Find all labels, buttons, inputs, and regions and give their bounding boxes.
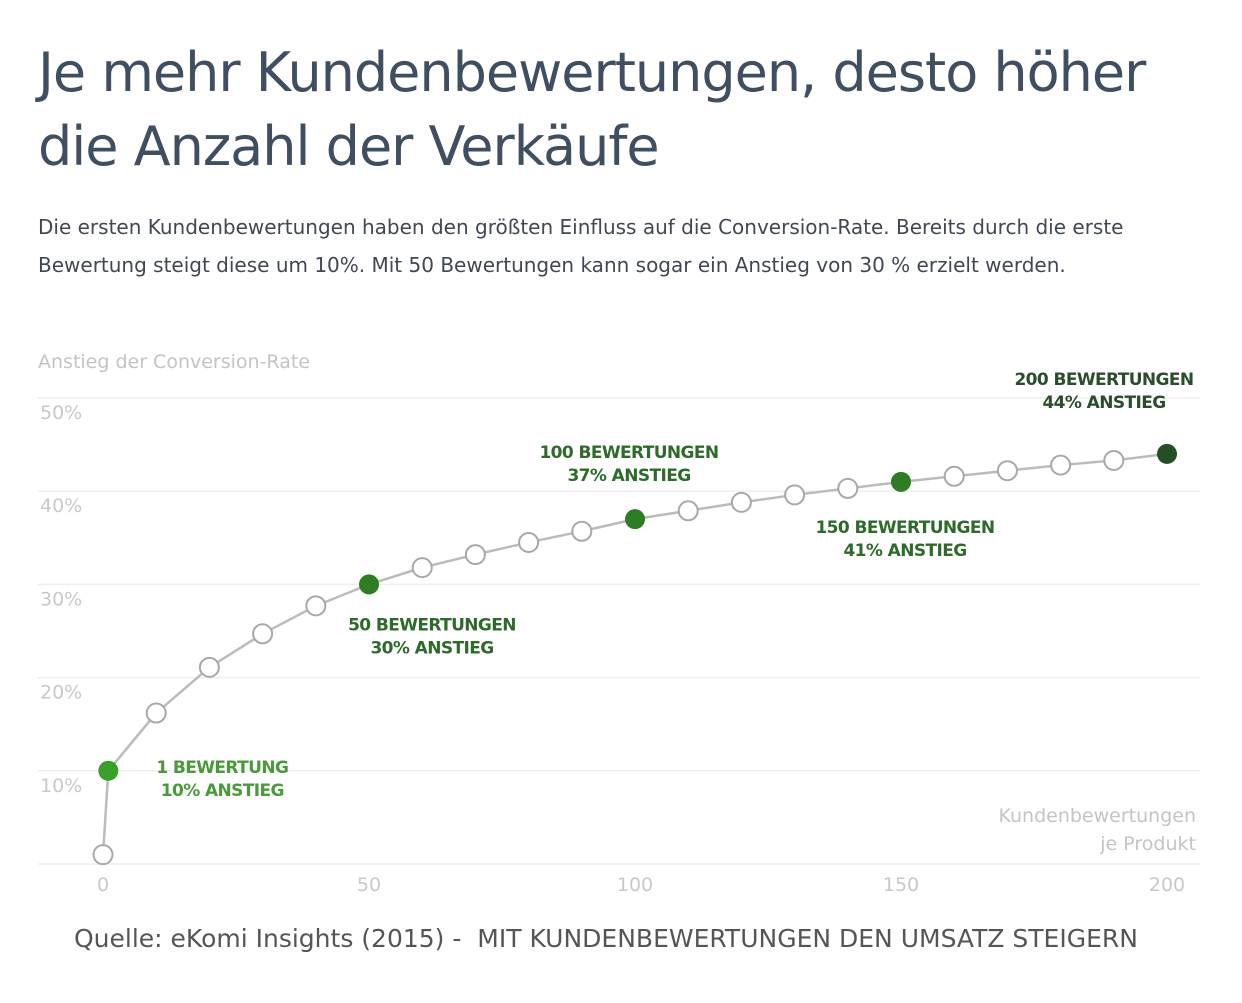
x-tick-label: 100 bbox=[617, 874, 653, 896]
annotation-label: 1 BEWERTUNG bbox=[156, 758, 288, 778]
data-point bbox=[464, 544, 486, 566]
data-point bbox=[943, 465, 965, 487]
data-point bbox=[677, 500, 699, 522]
grid-layer bbox=[38, 397, 1200, 865]
annotation-value: 37% ANSTIEG bbox=[567, 466, 690, 486]
chart-title: Je mehr Kundenbewertungen, desto höher d… bbox=[38, 36, 1218, 184]
conversion-chart: Anstieg der Conversion-Rate 10% 20% 30% 40%… bbox=[38, 351, 1200, 896]
chart-title-line1: Je mehr Kundenbewertungen, desto höher bbox=[38, 41, 1146, 104]
x-axis-label-line2: je Produkt bbox=[1099, 833, 1196, 855]
y-tick-label: 40% bbox=[40, 495, 82, 517]
data-point bbox=[1103, 449, 1125, 471]
data-point bbox=[411, 557, 433, 579]
highlight-point bbox=[625, 509, 645, 530]
chart-subtitle: Die ersten Kundenbewertungen haben den g… bbox=[38, 208, 1208, 284]
chart-subtitle-line1: Die ersten Kundenbewertungen haben den g… bbox=[38, 215, 1124, 239]
series-line bbox=[101, 452, 1168, 855]
y-tick-label: 10% bbox=[40, 775, 82, 797]
data-points bbox=[92, 443, 1177, 866]
annotation-label: 100 BEWERTUNGEN bbox=[539, 443, 718, 463]
data-point bbox=[571, 520, 593, 542]
y-tick-labels: 10% 20% 30% 40% 50% bbox=[40, 402, 82, 797]
x-tick-label: 50 bbox=[357, 874, 381, 896]
data-point bbox=[305, 595, 327, 617]
highlight-point bbox=[98, 760, 119, 781]
x-tick-labels: 0 50 100 150 200 bbox=[97, 874, 1185, 896]
annotation-value: 10% ANSTIEG bbox=[161, 781, 284, 801]
chart-subtitle-line2: Bewertung steigt diese um 10%. Mit 50 Be… bbox=[38, 253, 1066, 277]
data-point bbox=[145, 702, 167, 724]
y-tick-label: 20% bbox=[40, 682, 82, 704]
source-note: Quelle: eKomi Insights (2015) - MIT KUND… bbox=[74, 924, 1138, 953]
data-point bbox=[784, 484, 806, 506]
highlight-point bbox=[891, 471, 911, 492]
annotations: 1 BEWERTUNG 10% ANSTIEG 50 BEWERTUNGEN 30% … bbox=[156, 370, 1194, 801]
data-point bbox=[198, 656, 220, 678]
annotation-value: 30% ANSTIEG bbox=[370, 638, 493, 658]
annotation-label: 150 BEWERTUNGEN bbox=[815, 518, 994, 538]
annotation-value: 44% ANSTIEG bbox=[1042, 393, 1165, 413]
annotation-label: 200 BEWERTUNGEN bbox=[1014, 370, 1193, 390]
y-tick-label: 50% bbox=[40, 402, 82, 424]
data-point bbox=[92, 844, 114, 866]
annotation-label: 50 BEWERTUNGEN bbox=[348, 615, 516, 635]
highlight-point bbox=[1157, 443, 1177, 464]
data-point bbox=[730, 491, 752, 513]
x-tick-label: 150 bbox=[883, 874, 919, 896]
data-point bbox=[1050, 454, 1072, 476]
y-axis-label: Anstieg der Conversion-Rate bbox=[38, 351, 310, 373]
annotation-value: 41% ANSTIEG bbox=[843, 541, 966, 561]
highlight-point bbox=[359, 574, 379, 595]
x-tick-label: 0 bbox=[97, 874, 109, 896]
y-tick-label: 30% bbox=[40, 588, 82, 610]
x-tick-label: 200 bbox=[1149, 874, 1185, 896]
data-point bbox=[996, 460, 1018, 482]
data-point bbox=[518, 531, 540, 553]
x-axis-label-line1: Kundenbewertungen bbox=[998, 805, 1196, 827]
data-point bbox=[252, 623, 274, 645]
data-point bbox=[837, 477, 859, 499]
chart-title-line2: die Anzahl der Verkäufe bbox=[38, 115, 660, 178]
